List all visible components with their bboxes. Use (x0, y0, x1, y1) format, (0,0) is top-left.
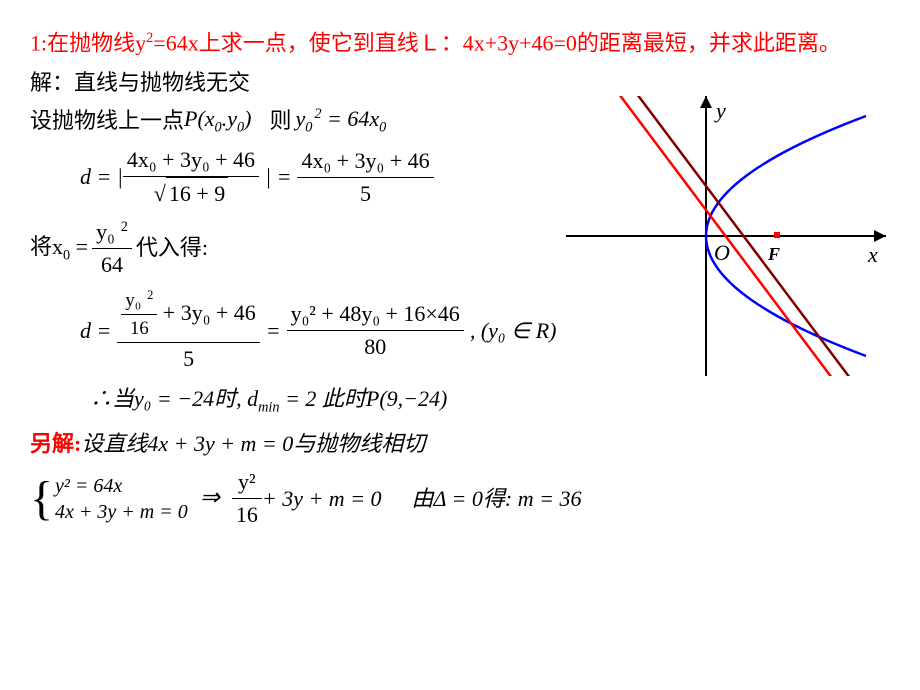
frac2-den: 5 (297, 178, 433, 210)
coordinate-graph: y x O F (566, 96, 886, 376)
problem-statement: 1:在抛物线y2=64x上求一点，使它到直线Ｌ：4x+3y+46=0的距离最短，… (30, 28, 900, 59)
y0-squared: y02 = 64x0 (295, 103, 386, 138)
frac-1: 4x₀ + 3y₀ + 46 16 + 9 (123, 144, 259, 210)
bar-eq: | = (265, 161, 291, 193)
sys-eq-2: 4x + 3y + m = 0 (55, 499, 188, 525)
sub-frac-den: 64 (92, 249, 132, 281)
alt-text: 设直线4x + 3y + m = 0与抛物线相切 (81, 428, 425, 460)
svg-text:y: y (714, 98, 726, 123)
sub-frac-num: y₀2 (92, 216, 132, 249)
result-line: ∴当y₀ = −24时, dmin = 2 此时P(9,−24) (90, 383, 900, 418)
d2-frac-left: y₀2 16 + 3y₀ + 46 5 (117, 287, 259, 375)
frac2-num: 4x₀ + 3y₀ + 46 (297, 145, 433, 178)
d2-eq2: = (266, 315, 281, 347)
sys-eq-1: y² = 64x (55, 473, 188, 499)
sub-frac: y₀2 64 (92, 216, 132, 281)
frac1-num: 4x₀ + 3y₀ + 46 (123, 144, 259, 177)
d2-num-right: y₀² + 48y₀ + 16×46 (287, 298, 464, 331)
alt-frac-den: 16 (232, 499, 262, 531)
frac-2: 4x₀ + 3y₀ + 46 5 (297, 145, 433, 210)
alt-frac-num: y² (232, 466, 262, 499)
arrow-icon: ⇒ (200, 481, 220, 516)
alt-system: { y² = 64x 4x + 3y + m = 0 ⇒ y² 16 + 3y … (30, 464, 900, 534)
alt-eq-rest: + 3y + m = 0 (262, 483, 382, 515)
solution-intro: 解：直线与抛物线无交 (30, 67, 900, 99)
problem-text-2: =64x上求一点，使它到直线Ｌ：4x+3y+46=0的距离最短，并求此距离。 (153, 30, 841, 55)
d2-num-left: y₀2 16 + 3y₀ + 46 (117, 287, 259, 343)
sub-label-a: 将x0 = (30, 231, 88, 266)
alt-solution-line: 另解: 设直线4x + 3y + m = 0与抛物线相切 (30, 428, 900, 460)
then-label: 则 (269, 105, 291, 137)
d2-den-right: 80 (287, 331, 464, 363)
d2-cond: , (y₀ ∈ R) (470, 315, 557, 347)
alt-label: 另解: (30, 428, 81, 460)
frac1-den: 16 + 9 (123, 177, 259, 210)
alt-frac: y² 16 (232, 466, 262, 531)
d2-den-left: 5 (117, 343, 259, 375)
alt-delta: 由Δ = 0得: m = 36 (412, 483, 582, 515)
svg-text:x: x (867, 242, 878, 267)
brace-icon: { (30, 464, 53, 534)
setpoint-a: 设抛物线上一点 (30, 105, 184, 137)
svg-text:F: F (767, 244, 780, 264)
system-eqs: y² = 64x 4x + 3y + m = 0 (55, 473, 188, 525)
d2-frac-right: y₀² + 48y₀ + 16×46 80 (287, 298, 464, 363)
setpoint-p: P(x0.y0) (184, 103, 251, 138)
d2-eq: d = (80, 315, 111, 347)
problem-text-1: 在抛物线y (47, 30, 146, 55)
d-eq-label: d = | (80, 161, 123, 193)
problem-label: 1: (30, 30, 47, 55)
sub-after: 代入得: (136, 232, 208, 264)
svg-text:O: O (714, 240, 730, 265)
